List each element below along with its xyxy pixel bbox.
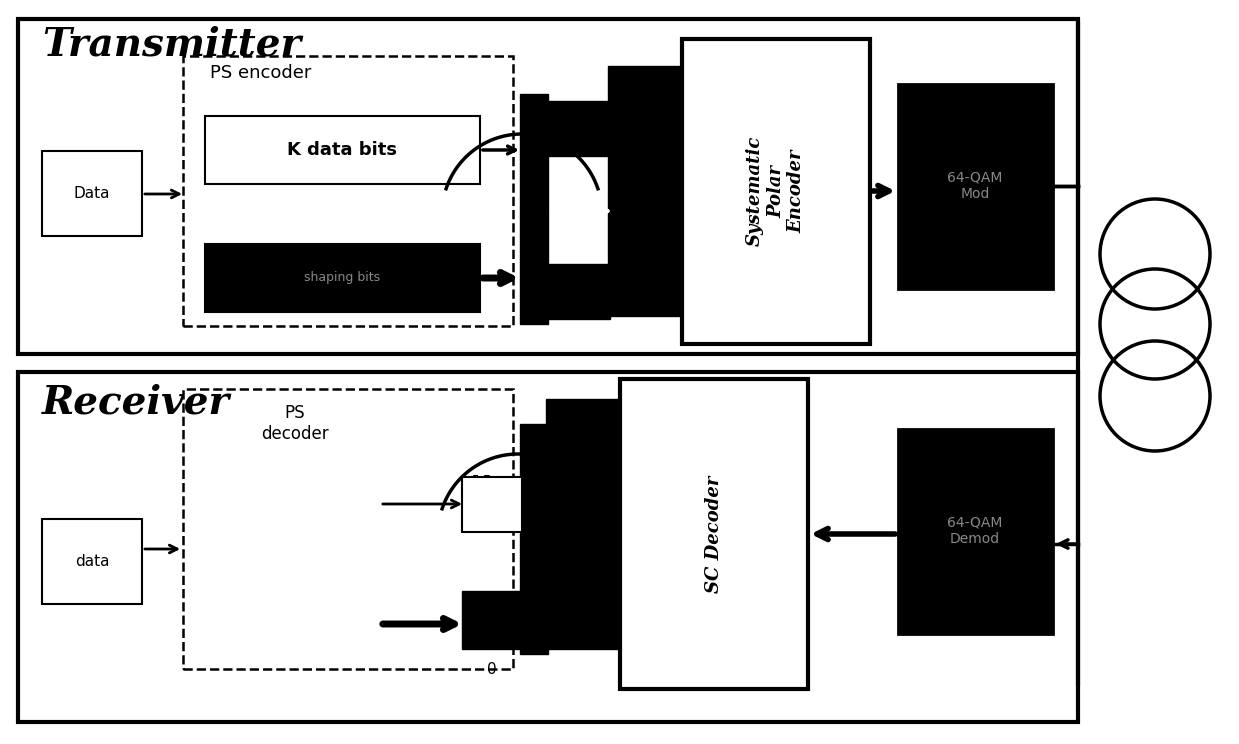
Text: data: data xyxy=(74,554,109,569)
Bar xyxy=(462,477,522,532)
Bar xyxy=(42,519,142,604)
Text: Transmitter: Transmitter xyxy=(42,26,301,64)
Text: PS
decoder: PS decoder xyxy=(261,404,328,443)
Text: K data bits: K data bits xyxy=(287,141,396,159)
Bar xyxy=(204,116,479,184)
Bar xyxy=(183,389,513,669)
Text: 0: 0 xyxy=(487,662,497,677)
Text: 64-QAM
Demod: 64-QAM Demod xyxy=(948,516,1002,546)
Bar xyxy=(462,591,522,649)
Text: Systematic
Polar
Encoder: Systematic Polar Encoder xyxy=(746,136,805,246)
Bar xyxy=(608,66,683,316)
Bar xyxy=(520,424,548,654)
Bar xyxy=(546,399,621,649)
Text: SC Decoder: SC Decoder xyxy=(705,475,724,593)
Bar xyxy=(548,101,610,156)
Text: 0: 0 xyxy=(618,196,628,211)
Bar xyxy=(520,94,548,324)
Text: Data: Data xyxy=(74,187,110,202)
Bar xyxy=(898,84,1053,289)
Bar xyxy=(204,244,479,312)
Bar xyxy=(548,264,610,319)
Text: K: K xyxy=(471,474,489,498)
Bar xyxy=(183,56,513,326)
Text: shaping bits: shaping bits xyxy=(304,272,380,284)
Text: 64-QAM
Mod: 64-QAM Mod xyxy=(948,171,1002,201)
Text: PS encoder: PS encoder xyxy=(209,64,311,82)
Bar xyxy=(681,39,870,344)
Bar xyxy=(898,429,1053,634)
Bar xyxy=(620,379,808,689)
Text: Receiver: Receiver xyxy=(42,384,230,422)
Bar xyxy=(19,372,1078,722)
Bar xyxy=(19,19,1078,354)
Bar xyxy=(42,151,142,236)
